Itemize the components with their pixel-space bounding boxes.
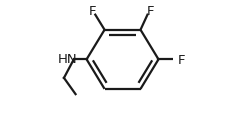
Text: F: F bbox=[146, 4, 153, 17]
Text: F: F bbox=[88, 4, 96, 17]
Text: F: F bbox=[177, 53, 185, 66]
Text: HN: HN bbox=[57, 53, 77, 66]
